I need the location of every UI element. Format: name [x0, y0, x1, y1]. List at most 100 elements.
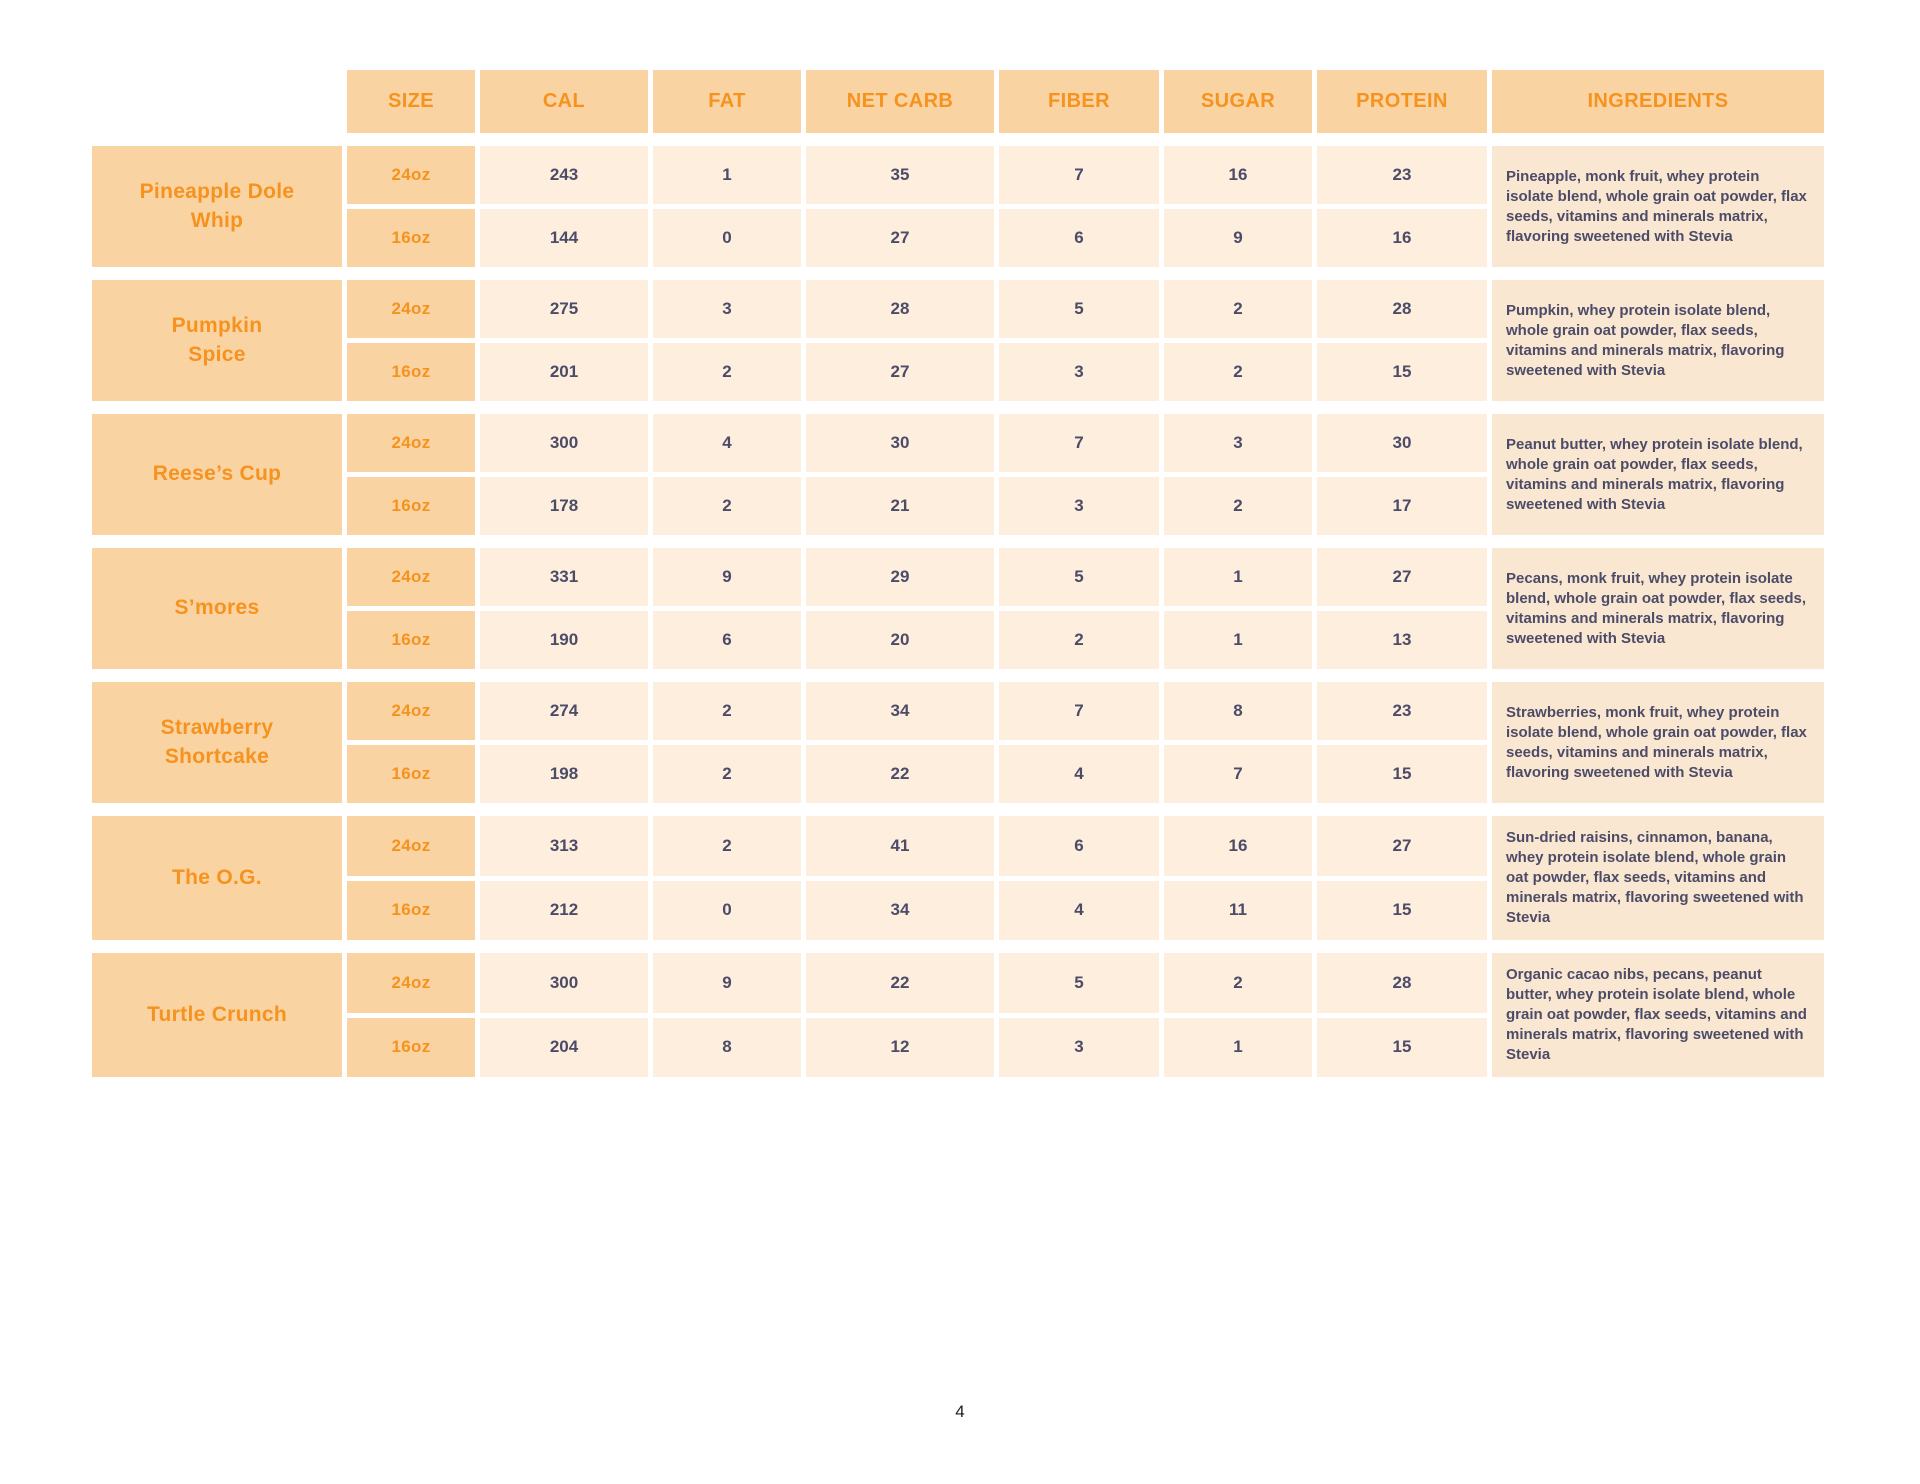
- cal-value: 204: [480, 1017, 648, 1077]
- net-carb-value: 27: [806, 343, 994, 401]
- sugar-value: 1: [1164, 611, 1312, 669]
- net-carb-value: 34: [806, 880, 994, 940]
- size-label: 24oz: [347, 682, 475, 740]
- fiber-value: 6: [999, 209, 1159, 267]
- ingredients-text: Pumpkin, whey protein isolate blend, who…: [1492, 280, 1824, 401]
- size-label: 16oz: [347, 1017, 475, 1077]
- sugar-value: 11: [1164, 880, 1312, 940]
- fiber-value: 4: [999, 880, 1159, 940]
- size-label: 16oz: [347, 477, 475, 535]
- fiber-value: 5: [999, 953, 1159, 1013]
- net-carb-value: 12: [806, 1017, 994, 1077]
- cal-value: 201: [480, 343, 648, 401]
- protein-value: 15: [1317, 1017, 1487, 1077]
- net-carb-value: 28: [806, 280, 994, 338]
- cal-value: 212: [480, 880, 648, 940]
- size-label: 24oz: [347, 414, 475, 472]
- ingredients-text: Organic cacao nibs, pecans, peanut butte…: [1492, 953, 1824, 1077]
- ingredients-text: Sun-dried raisins, cinnamon, banana, whe…: [1492, 816, 1824, 940]
- fat-value: 3: [653, 280, 801, 338]
- net-carb-value: 20: [806, 611, 994, 669]
- net-carb-value: 34: [806, 682, 994, 740]
- net-carb-value: 30: [806, 414, 994, 472]
- cal-value: 300: [480, 953, 648, 1013]
- fiber-value: 6: [999, 816, 1159, 876]
- protein-value: 27: [1317, 816, 1487, 876]
- net-carb-value: 35: [806, 146, 994, 204]
- ingredients-text: Pineapple, monk fruit, whey protein isol…: [1492, 146, 1824, 267]
- net-carb-value: 27: [806, 209, 994, 267]
- ingredients-text: Peanut butter, whey protein isolate blen…: [1492, 414, 1824, 535]
- protein-value: 15: [1317, 343, 1487, 401]
- flavor-group-row: Pumpkin Spice 24oz 275 3 28 5 2 28 16oz 201 2 27 3 2 1…: [92, 280, 1842, 401]
- fiber-value: 7: [999, 146, 1159, 204]
- flavor-name: The O.G.: [92, 816, 342, 940]
- flavor-group-row: Turtle Crunch 24oz 300 9 22 5 2 28 16oz 204 8 12 3 1 1…: [92, 953, 1842, 1077]
- flavor-group-row: Strawberry Shortcake 24oz 274 2 34 7 8 23 16oz 19…: [92, 682, 1842, 803]
- column-header-cal: CAL: [480, 70, 648, 133]
- size-label: 24oz: [347, 953, 475, 1013]
- column-header-sugar: SUGAR: [1164, 70, 1312, 133]
- protein-value: 15: [1317, 745, 1487, 803]
- protein-value: 16: [1317, 209, 1487, 267]
- fiber-value: 5: [999, 280, 1159, 338]
- fiber-value: 7: [999, 414, 1159, 472]
- protein-value: 15: [1317, 880, 1487, 940]
- size-label: 16oz: [347, 880, 475, 940]
- sugar-value: 1: [1164, 1017, 1312, 1077]
- flavor-name: Strawberry Shortcake: [92, 682, 342, 803]
- column-header-fat: FAT: [653, 70, 801, 133]
- sugar-value: 2: [1164, 477, 1312, 535]
- cal-value: 178: [480, 477, 648, 535]
- fat-value: 2: [653, 477, 801, 535]
- size-label: 24oz: [347, 816, 475, 876]
- protein-value: 13: [1317, 611, 1487, 669]
- fat-value: 2: [653, 682, 801, 740]
- cal-value: 275: [480, 280, 648, 338]
- cal-value: 190: [480, 611, 648, 669]
- sugar-value: 16: [1164, 146, 1312, 204]
- cal-value: 313: [480, 816, 648, 876]
- ingredients-text: Strawberries, monk fruit, whey protein i…: [1492, 682, 1824, 803]
- cal-value: 274: [480, 682, 648, 740]
- flavor-group-row: S’mores 24oz 331 9 29 5 1 27 16oz 190 6 20 2 1 13 Pecan…: [92, 548, 1842, 669]
- protein-value: 23: [1317, 146, 1487, 204]
- cal-value: 300: [480, 414, 648, 472]
- column-header-net-carb: NET CARB: [806, 70, 994, 133]
- net-carb-value: 41: [806, 816, 994, 876]
- protein-value: 28: [1317, 953, 1487, 1013]
- cal-value: 144: [480, 209, 648, 267]
- fat-value: 6: [653, 611, 801, 669]
- cal-value: 331: [480, 548, 648, 606]
- net-carb-value: 22: [806, 745, 994, 803]
- column-header-ingredients: INGREDIENTS: [1492, 70, 1824, 133]
- flavor-name: Turtle Crunch: [92, 953, 342, 1077]
- net-carb-value: 29: [806, 548, 994, 606]
- column-header-fiber: FIBER: [999, 70, 1159, 133]
- protein-value: 23: [1317, 682, 1487, 740]
- fat-value: 9: [653, 953, 801, 1013]
- flavor-name: Pineapple Dole Whip: [92, 146, 342, 267]
- fat-value: 8: [653, 1017, 801, 1077]
- size-label: 16oz: [347, 343, 475, 401]
- fiber-value: 3: [999, 477, 1159, 535]
- cal-value: 198: [480, 745, 648, 803]
- size-label: 16oz: [347, 745, 475, 803]
- fat-value: 9: [653, 548, 801, 606]
- table-header-row: SIZE CAL FAT NET CARB FIBER SUGAR PROTEI…: [92, 70, 1842, 133]
- sugar-value: 3: [1164, 414, 1312, 472]
- column-header-size: SIZE: [347, 70, 475, 133]
- table-body: Pineapple Dole Whip 24oz 243 1 35 7 16 23 16oz 14…: [92, 146, 1842, 1077]
- size-label: 24oz: [347, 146, 475, 204]
- cal-value: 243: [480, 146, 648, 204]
- fat-value: 2: [653, 343, 801, 401]
- flavor-name: Pumpkin Spice: [92, 280, 342, 401]
- sugar-value: 2: [1164, 953, 1312, 1013]
- sugar-value: 9: [1164, 209, 1312, 267]
- flavor-name: S’mores: [92, 548, 342, 669]
- flavor-group-row: The O.G. 24oz 313 2 41 6 16 27 16oz 212 0 34 4 11 15 Su…: [92, 816, 1842, 940]
- net-carb-value: 22: [806, 953, 994, 1013]
- size-label: 24oz: [347, 548, 475, 606]
- fat-value: 2: [653, 816, 801, 876]
- fat-value: 1: [653, 146, 801, 204]
